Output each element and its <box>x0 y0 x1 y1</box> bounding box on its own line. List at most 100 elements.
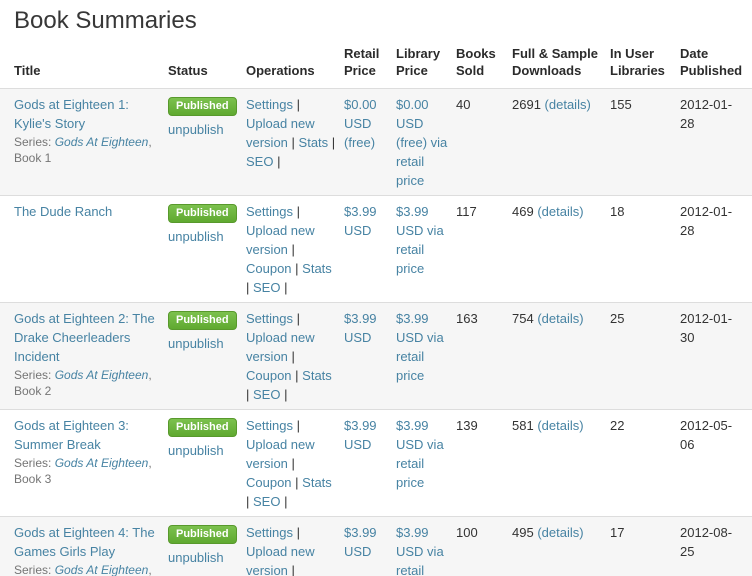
operation-link-settings[interactable]: Settings <box>246 204 293 219</box>
unpublish-link[interactable]: unpublish <box>168 122 224 137</box>
operation-link-seo[interactable]: SEO <box>246 154 274 169</box>
operation-link-upload-new-version[interactable]: Upload new version <box>246 330 315 364</box>
date-published-cell: 2012-01-28 <box>680 195 752 303</box>
column-header-library-price: Library Price <box>396 39 456 89</box>
operation-link-settings[interactable]: Settings <box>246 97 293 112</box>
series-link[interactable]: Gods At Eighteen <box>54 456 149 470</box>
table-row: Gods at Eighteen 4: The Games Girls Play… <box>0 516 752 576</box>
books-sold-cell: 139 <box>456 409 512 517</box>
operation-link-coupon[interactable]: Coupon <box>246 475 292 490</box>
book-title-link[interactable]: Gods at Eighteen 4: The Games Girls Play <box>14 525 155 559</box>
operation-link-upload-new-version[interactable]: Upload new version <box>246 544 315 576</box>
status-badge: Published <box>168 418 237 437</box>
books-sold-cell: 40 <box>456 88 512 196</box>
operation-link-stats[interactable]: Stats <box>302 261 332 276</box>
book-title-link[interactable]: Gods at Eighteen 2: The Drake Cheerleade… <box>14 311 155 364</box>
status-cell: Published unpublish <box>168 409 246 517</box>
column-header-downloads: Full & Sample Downloads <box>512 39 610 89</box>
operation-link-settings[interactable]: Settings <box>246 525 293 540</box>
operation-link-stats[interactable]: Stats <box>298 135 329 150</box>
in-user-libraries-value: 17 <box>610 525 625 540</box>
date-published-cell: 2012-01-30 <box>680 302 752 410</box>
downloads-cell: 754 (details) <box>512 302 610 410</box>
date-published-cell: 2012-08-25 <box>680 516 752 576</box>
book-title-link[interactable]: Gods at Eighteen 1: Kylie's Story <box>14 97 129 131</box>
books-sold-cell: 100 <box>456 516 512 576</box>
operation-link-coupon[interactable]: Coupon <box>246 368 292 383</box>
status-badge: Published <box>168 97 237 116</box>
retail-price-link[interactable]: $3.99 USD <box>344 204 377 238</box>
operation-link-coupon[interactable]: Coupon <box>246 261 292 276</box>
library-price-link[interactable]: $3.99 USD via retail price <box>396 204 444 276</box>
retail-price-cell: $3.99 USD <box>344 516 396 576</box>
operation-link-settings[interactable]: Settings <box>246 311 293 326</box>
operation-link-upload-new-version[interactable]: Upload new version <box>246 223 315 257</box>
downloads-details-link[interactable]: (details) <box>537 418 584 433</box>
book-title-link[interactable]: The Dude Ranch <box>14 204 113 219</box>
library-price-link[interactable]: $3.99 USD via retail price <box>396 311 444 383</box>
operation-link-settings[interactable]: Settings <box>246 418 293 433</box>
books-sold-value: 163 <box>456 311 478 326</box>
status-badge: Published <box>168 525 237 544</box>
library-price-link[interactable]: $0.00 USD (free) via retail price <box>396 97 448 188</box>
library-price-cell: $3.99 USD via retail price <box>396 302 456 410</box>
date-published-value: 2012-05-06 <box>680 418 733 452</box>
library-price-link[interactable]: $3.99 USD via retail price <box>396 418 444 490</box>
in-user-libraries-cell: 25 <box>610 302 680 410</box>
downloads-details-link[interactable]: (details) <box>537 525 584 540</box>
date-published-cell: 2012-01-28 <box>680 88 752 196</box>
downloads-count: 581 <box>512 418 534 433</box>
book-title-link[interactable]: Gods at Eighteen 3: Summer Break <box>14 418 129 452</box>
retail-price-cell: $0.00 USD (free) <box>344 88 396 196</box>
unpublish-link[interactable]: unpublish <box>168 336 224 351</box>
date-published-cell: 2012-05-06 <box>680 409 752 517</box>
column-header-title: Title <box>0 39 168 89</box>
table-header-row: Title Status Operations Retail Price Lib… <box>0 39 752 89</box>
series-link[interactable]: Gods At Eighteen <box>54 563 149 576</box>
operations-cell: Settings | Upload new version | Stats | … <box>246 88 344 196</box>
downloads-cell: 495 (details) <box>512 516 610 576</box>
downloads-details-link[interactable]: (details) <box>537 204 584 219</box>
operation-link-seo[interactable]: SEO <box>253 280 281 295</box>
operation-link-seo[interactable]: SEO <box>253 494 281 509</box>
series-link[interactable]: Gods At Eighteen <box>54 135 149 149</box>
operation-link-seo[interactable]: SEO <box>253 387 281 402</box>
in-user-libraries-cell: 18 <box>610 195 680 303</box>
in-user-libraries-cell: 17 <box>610 516 680 576</box>
in-user-libraries-value: 155 <box>610 97 632 112</box>
title-cell: Gods at Eighteen 1: Kylie's Story Series… <box>0 88 168 196</box>
series-link[interactable]: Gods At Eighteen <box>54 368 149 382</box>
date-published-value: 2012-01-28 <box>680 204 733 238</box>
retail-price-cell: $3.99 USD <box>344 302 396 410</box>
operation-link-stats[interactable]: Stats <box>302 368 332 383</box>
status-cell: Published unpublish <box>168 88 246 196</box>
series-label: Series: <box>14 368 52 382</box>
retail-price-link[interactable]: $3.99 USD <box>344 311 377 345</box>
unpublish-link[interactable]: unpublish <box>168 229 224 244</box>
downloads-cell: 581 (details) <box>512 409 610 517</box>
date-published-value: 2012-01-30 <box>680 311 733 345</box>
books-sold-value: 100 <box>456 525 478 540</box>
downloads-count: 754 <box>512 311 534 326</box>
downloads-details-link[interactable]: (details) <box>537 311 584 326</box>
retail-price-link[interactable]: $0.00 USD (free) <box>344 97 377 150</box>
column-header-status: Status <box>168 39 246 89</box>
date-published-value: 2012-08-25 <box>680 525 733 559</box>
retail-price-link[interactable]: $3.99 USD <box>344 418 377 452</box>
unpublish-link[interactable]: unpublish <box>168 443 224 458</box>
library-price-link[interactable]: $3.99 USD via retail price <box>396 525 444 576</box>
series-line: Series: Gods At Eighteen, Book 4 <box>14 562 160 576</box>
downloads-details-link[interactable]: (details) <box>544 97 591 112</box>
table-row: Gods at Eighteen 2: The Drake Cheerleade… <box>0 302 752 410</box>
column-header-retail-price: Retail Price <box>344 39 396 89</box>
operation-link-upload-new-version[interactable]: Upload new version <box>246 116 315 150</box>
downloads-count: 2691 <box>512 97 541 112</box>
operation-link-stats[interactable]: Stats <box>302 475 332 490</box>
in-user-libraries-cell: 155 <box>610 88 680 196</box>
status-badge: Published <box>168 311 237 330</box>
operation-link-upload-new-version[interactable]: Upload new version <box>246 437 315 471</box>
unpublish-link[interactable]: unpublish <box>168 550 224 565</box>
page-title: Book Summaries <box>14 7 197 34</box>
retail-price-link[interactable]: $3.99 USD <box>344 525 377 559</box>
library-price-cell: $3.99 USD via retail price <box>396 195 456 303</box>
